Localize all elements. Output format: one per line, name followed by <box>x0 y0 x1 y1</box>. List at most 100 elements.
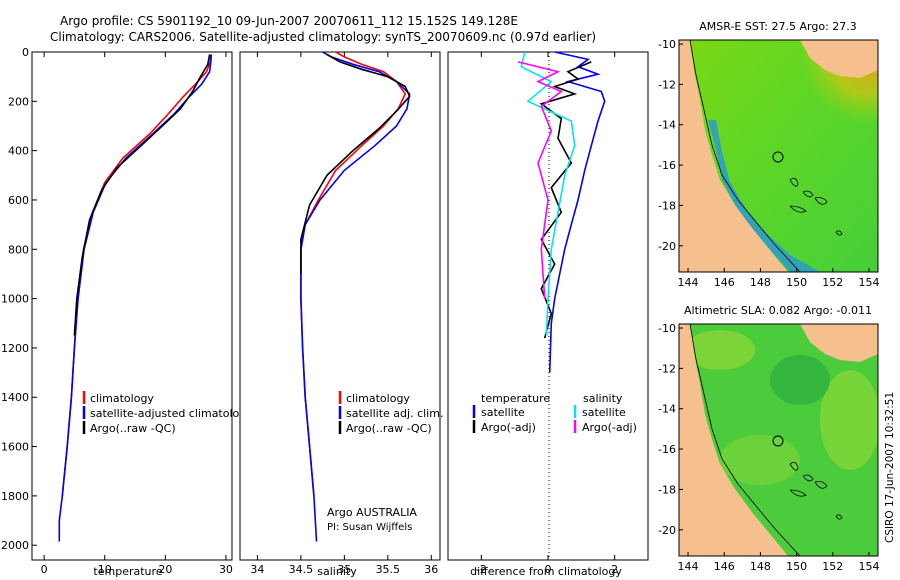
map-y-tick-label: -20 <box>658 240 676 253</box>
legend-label-satellite: satellite-adjusted climatology <box>90 407 253 420</box>
salinity-x-ticks: 34 34.5 35 35.5 36 <box>250 52 438 576</box>
x-tick-label: 36 <box>424 563 438 576</box>
series-line-1 <box>58 54 213 542</box>
y-tick-label: 400 <box>8 145 29 158</box>
salinity-annotation-line1: Argo AUSTRALIA <box>327 506 417 519</box>
legend-heading-salinity: salinity <box>583 392 623 405</box>
sla-map-panel: Altimetric SLA: 0.082 Argo: -0.011 144 14… <box>658 304 879 573</box>
sla-map-ticks: 144 146 148 150 152 154 -10 -12 -14 -16 -18 -20 <box>658 322 879 573</box>
sla-light-patch-2 <box>820 370 878 470</box>
x-tick-label: 35.5 <box>376 563 401 576</box>
sst-map-ticks: 144 146 148 150 152 154 -10 -12 -14 -16 -18 -20 <box>658 38 879 289</box>
series-line-2 <box>520 51 576 336</box>
map-x-tick-label: 148 <box>750 560 771 573</box>
sst-cool-coastal-band <box>708 120 820 272</box>
map-y-tick-label: -18 <box>658 483 676 496</box>
difference-panel: -2 0 2 temperature satellite Argo(-adj) sa… <box>447 51 649 578</box>
series-line-2 <box>300 53 411 274</box>
difference-legend: temperature satellite Argo(-adj) salinit… <box>472 392 637 434</box>
map-x-tick-label: 150 <box>786 560 807 573</box>
x-tick-label: 10 <box>98 563 112 576</box>
sla-dark-patch <box>770 355 830 405</box>
map-x-tick-label: 154 <box>858 560 879 573</box>
timestamp-stamp: CSIRO 17-Jun-2007 10:32:51 <box>884 392 896 543</box>
map-x-tick-label: 152 <box>822 560 843 573</box>
legend-label-climatology: climatology <box>90 392 154 405</box>
legend-label-argo: Argo(..raw -QC) <box>90 422 176 435</box>
legend-label-argo: Argo(..raw -QC) <box>346 422 432 435</box>
temperature-legend: climatology satellite-adjusted climatolo… <box>82 391 253 435</box>
map-x-tick-label: 144 <box>678 560 699 573</box>
legend-label-satellite: satellite adj. clim. <box>346 407 443 420</box>
sla-float-marker <box>772 435 784 447</box>
sst-map-title: AMSR-E SST: 27.5 Argo: 27.3 <box>699 20 857 33</box>
sst-float-marker <box>772 151 784 163</box>
header-line1: Argo profile: CS 5901192_10 09-Jun-2007 … <box>60 14 518 28</box>
x-tick-label: -2 <box>476 563 487 576</box>
series-line-3 <box>517 61 563 299</box>
y-tick-label: 1000 <box>1 293 29 306</box>
sla-reef-contour <box>689 324 801 556</box>
sst-land-png <box>800 40 878 78</box>
temperature-y-ticks: 0 200 400 600 800 1000 1200 1400 1600 1800 2000 <box>1 46 37 552</box>
sla-map-image <box>679 324 878 556</box>
map-y-tick-label: -14 <box>658 403 676 416</box>
salinity-lines <box>300 51 411 542</box>
legend-label-sal-argo: Argo(-adj) <box>582 421 637 434</box>
map-y-tick-label: -14 <box>658 119 676 132</box>
salinity-annotation-line2: PI: Susan Wijffels <box>327 522 412 533</box>
y-tick-label: 0 <box>22 46 29 59</box>
sla-reefs <box>789 461 843 520</box>
sst-land-australia <box>679 40 788 272</box>
x-tick-label: 34 <box>250 563 264 576</box>
temperature-x-ticks: 0 10 20 30 <box>41 52 233 576</box>
sla-land-australia <box>679 324 788 556</box>
sst-reefs <box>789 177 843 236</box>
map-y-tick-label: -20 <box>658 524 676 537</box>
map-y-tick-label: -12 <box>658 78 676 91</box>
x-tick-label: 30 <box>219 563 233 576</box>
difference-x-label: difference from climatology <box>470 565 622 578</box>
salinity-x-label: salinity <box>317 565 357 578</box>
legend-heading-temperature: temperature <box>481 392 550 405</box>
y-tick-label: 200 <box>8 95 29 108</box>
y-tick-label: 2000 <box>1 539 29 552</box>
y-tick-label: 1400 <box>1 391 29 404</box>
sla-light-patch-3 <box>720 435 800 485</box>
y-tick-label: 600 <box>8 194 29 207</box>
sst-map-image <box>679 40 878 272</box>
y-tick-label: 1600 <box>1 441 29 454</box>
map-y-tick-label: -10 <box>658 322 676 335</box>
x-tick-label: 34.5 <box>289 563 314 576</box>
map-x-tick-label: 154 <box>858 276 879 289</box>
map-x-tick-label: 152 <box>822 276 843 289</box>
series-line-2 <box>73 54 211 336</box>
y-tick-label: 800 <box>8 243 29 256</box>
sst-map-panel: AMSR-E SST: 27.5 Argo: 27.3 144 146 148 150… <box>658 20 879 289</box>
sst-reef-contour <box>689 40 801 272</box>
temperature-panel: 0 200 400 600 800 1000 1200 1400 1600 1800 2000 0 1… <box>1 46 253 578</box>
x-tick-label: 0 <box>545 563 552 576</box>
map-y-tick-label: -16 <box>658 159 676 172</box>
x-tick-label: 35 <box>337 563 351 576</box>
header-line2: Climatology: CARS2006. Satellite-adjuste… <box>50 30 596 44</box>
series-line-0 <box>548 51 606 373</box>
map-y-tick-label: -16 <box>658 443 676 456</box>
sla-land-png <box>800 324 878 362</box>
map-y-tick-label: -12 <box>658 362 676 375</box>
legend-label-temp-satellite: satellite <box>481 406 525 419</box>
series-line-1 <box>539 61 592 339</box>
salinity-axes-frame <box>239 51 441 561</box>
map-y-tick-label: -10 <box>658 38 676 51</box>
salinity-panel: 34 34.5 35 35.5 36 climatology satellite adj… <box>239 51 443 578</box>
legend-label-temp-argo: Argo(-adj) <box>481 421 536 434</box>
temperature-x-label: temperature <box>93 565 162 578</box>
sla-map-title: Altimetric SLA: 0.082 Argo: -0.011 <box>684 304 872 317</box>
map-x-tick-label: 150 <box>786 276 807 289</box>
temperature-lines <box>58 54 213 542</box>
x-tick-label: 20 <box>158 563 172 576</box>
series-line-1 <box>300 51 411 542</box>
sla-light-patch-1 <box>685 330 755 370</box>
temperature-axes-frame <box>31 51 233 561</box>
